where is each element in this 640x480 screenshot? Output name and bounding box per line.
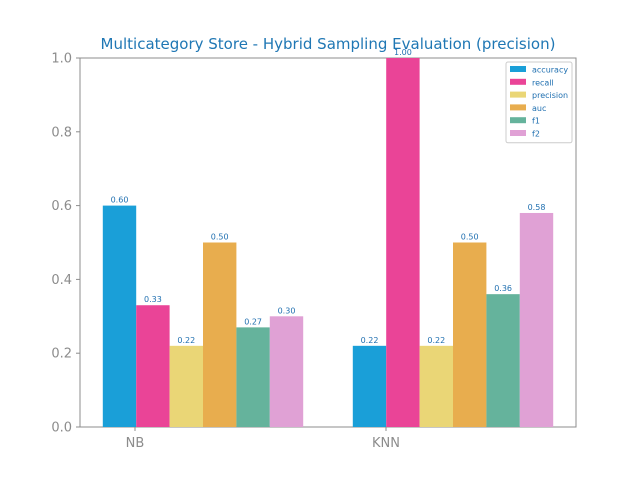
legend-swatch-f2 — [510, 130, 526, 136]
bar-label-precision-nb: 0.22 — [177, 336, 195, 345]
y-axis: 0.0 0.2 0.4 0.6 0.8 1.0 — [51, 52, 80, 436]
bar-f2-knn — [519, 212, 554, 427]
bar-label-recall-nb: 0.33 — [144, 295, 162, 304]
legend-label-precision: precision — [532, 91, 568, 100]
y-tick-label: 0.2 — [51, 347, 72, 362]
bar-label-f2-knn: 0.58 — [528, 203, 546, 212]
bar-label-auc-nb: 0.50 — [211, 233, 229, 242]
legend-swatch-accuracy — [510, 66, 526, 72]
bar-label-f1-knn: 0.36 — [494, 284, 512, 293]
bar-label-auc-knn: 0.50 — [461, 233, 479, 242]
x-tick-label-nb: NB — [126, 436, 145, 451]
legend-label-accuracy: accuracy — [532, 66, 568, 75]
bar-auc-nb — [203, 242, 237, 427]
x-axis: NB KNN — [126, 427, 400, 451]
legend-label-auc: auc — [532, 104, 546, 113]
chart-title: Multicategory Store - Hybrid Sampling Ev… — [101, 35, 556, 53]
y-tick-label: 1.0 — [51, 52, 72, 67]
bar-label-f1-nb: 0.27 — [244, 317, 262, 326]
legend-swatch-f1 — [510, 117, 526, 124]
bars-layer — [102, 58, 554, 427]
bar-label-accuracy-knn: 0.22 — [361, 336, 379, 345]
bar-precision-knn — [419, 345, 453, 427]
legend: accuracy recall precision auc f1 f2 — [505, 61, 573, 144]
y-tick-label: 0.4 — [51, 273, 72, 288]
legend-swatch-auc — [510, 104, 526, 111]
bar-recall-knn — [386, 58, 420, 427]
legend-label-f1: f1 — [532, 117, 540, 126]
plot-frame — [79, 57, 577, 428]
bar-auc-knn — [453, 242, 487, 427]
bar-label-recall-knn: 1.00 — [394, 48, 412, 57]
bar-f1-nb — [236, 327, 270, 427]
legend-swatch-recall — [510, 78, 526, 85]
legend-label-recall: recall — [532, 78, 554, 87]
bar-label-f2-nb: 0.30 — [278, 306, 296, 315]
y-tick-label: 0.8 — [51, 125, 72, 140]
y-tick-label: 0.0 — [51, 421, 72, 436]
bar-label-accuracy-nb: 0.60 — [111, 196, 129, 205]
y-tick-label: 0.6 — [51, 199, 72, 214]
legend-label-f2: f2 — [532, 130, 540, 139]
legend-swatch-precision — [510, 91, 526, 98]
x-tick-label-knn: KNN — [372, 436, 400, 451]
bar-label-precision-knn: 0.22 — [427, 336, 445, 345]
bar-precision-nb — [169, 345, 203, 427]
bar-f2-nb — [269, 316, 304, 427]
bar-f1-knn — [486, 294, 520, 427]
bar-recall-nb — [136, 305, 170, 427]
bar-accuracy-knn — [352, 345, 387, 427]
bar-accuracy-nb — [102, 205, 137, 427]
bar-labels-layer: 0.60 0.33 0.22 0.50 0.27 0.30 0.22 1.00 0.22 0.50… — [111, 48, 546, 345]
